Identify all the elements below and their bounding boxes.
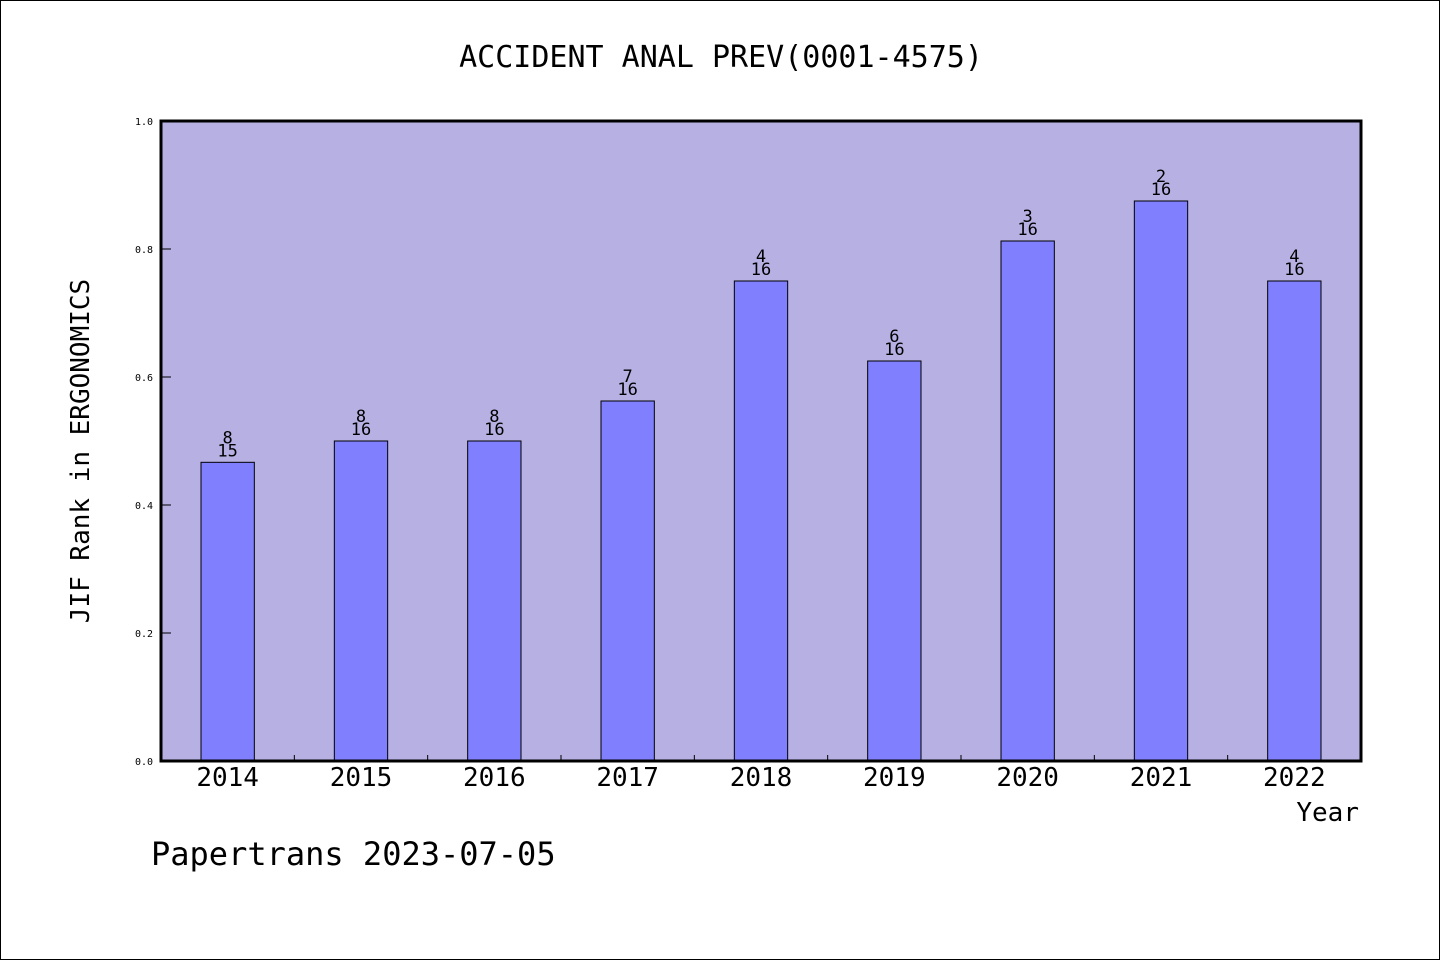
data-label-total-2016: 16: [484, 420, 504, 440]
x-tick-label-2015: 2015: [330, 763, 393, 793]
bar-2022: [1267, 280, 1322, 762]
bar-2021: [1133, 200, 1189, 762]
data-label-rank-2017: 7: [623, 367, 633, 387]
data-label-total-2019: 16: [884, 340, 904, 360]
data-label-rank-2022: 4: [1289, 247, 1299, 267]
y-tick-label: 0.6: [135, 373, 153, 384]
x-tick-label-2022: 2022: [1263, 763, 1326, 793]
data-label-total-2018: 16: [751, 260, 771, 280]
x-axis-label: Year: [1296, 798, 1359, 828]
data-label-rank-2021: 2: [1156, 167, 1166, 187]
y-tick-label: 0.4: [135, 501, 153, 512]
bar-2019: [867, 360, 922, 762]
x-tick-label-2018: 2018: [730, 763, 793, 793]
x-tick-label-2017: 2017: [596, 763, 659, 793]
data-label-rank-2016: 8: [489, 407, 499, 427]
bar-2017: [600, 400, 655, 762]
data-label-total-2022: 16: [1284, 260, 1304, 280]
x-tick-label-2019: 2019: [863, 763, 926, 793]
data-label-total-2014: 15: [217, 441, 237, 461]
data-label-rank-2019: 6: [889, 327, 899, 347]
data-label-total-2020: 16: [1017, 220, 1037, 240]
bar-2015: [333, 440, 389, 762]
data-label-total-2017: 16: [617, 380, 637, 400]
bar-2014: [200, 461, 255, 762]
bar-2018: [733, 280, 789, 762]
data-label-rank-2015: 8: [356, 407, 366, 427]
data-label-rank-2020: 3: [1023, 207, 1033, 227]
y-tick-label: 0.2: [135, 629, 153, 640]
x-tick-label-2014: 2014: [196, 763, 259, 793]
data-label-total-2015: 16: [351, 420, 371, 440]
x-tick-label-2016: 2016: [463, 763, 526, 793]
y-tick-label: 0.8: [135, 245, 153, 256]
x-tick-label-2021: 2021: [1130, 763, 1193, 793]
y-tick-label: 0.0: [135, 757, 153, 768]
chart-title: ACCIDENT ANAL PREV(0001-4575): [459, 40, 983, 75]
bar-2020: [1000, 240, 1055, 762]
y-tick-label: 1.0: [135, 117, 153, 128]
data-label-rank-2018: 4: [756, 247, 766, 267]
y-axis-label: JIF Rank in ERGONOMICS: [66, 279, 96, 623]
x-tick-label-2020: 2020: [996, 763, 1059, 793]
footer-credit: Papertrans 2023-07-05: [151, 835, 556, 873]
bar-2016: [467, 440, 522, 762]
plot-frame: [159, 119, 1363, 763]
data-label-rank-2014: 8: [223, 428, 233, 448]
data-label-total-2021: 16: [1151, 180, 1171, 200]
x-axis: 2014 2015 2016 2017 2018 2019 2020 2021 2022: [196, 755, 1326, 793]
